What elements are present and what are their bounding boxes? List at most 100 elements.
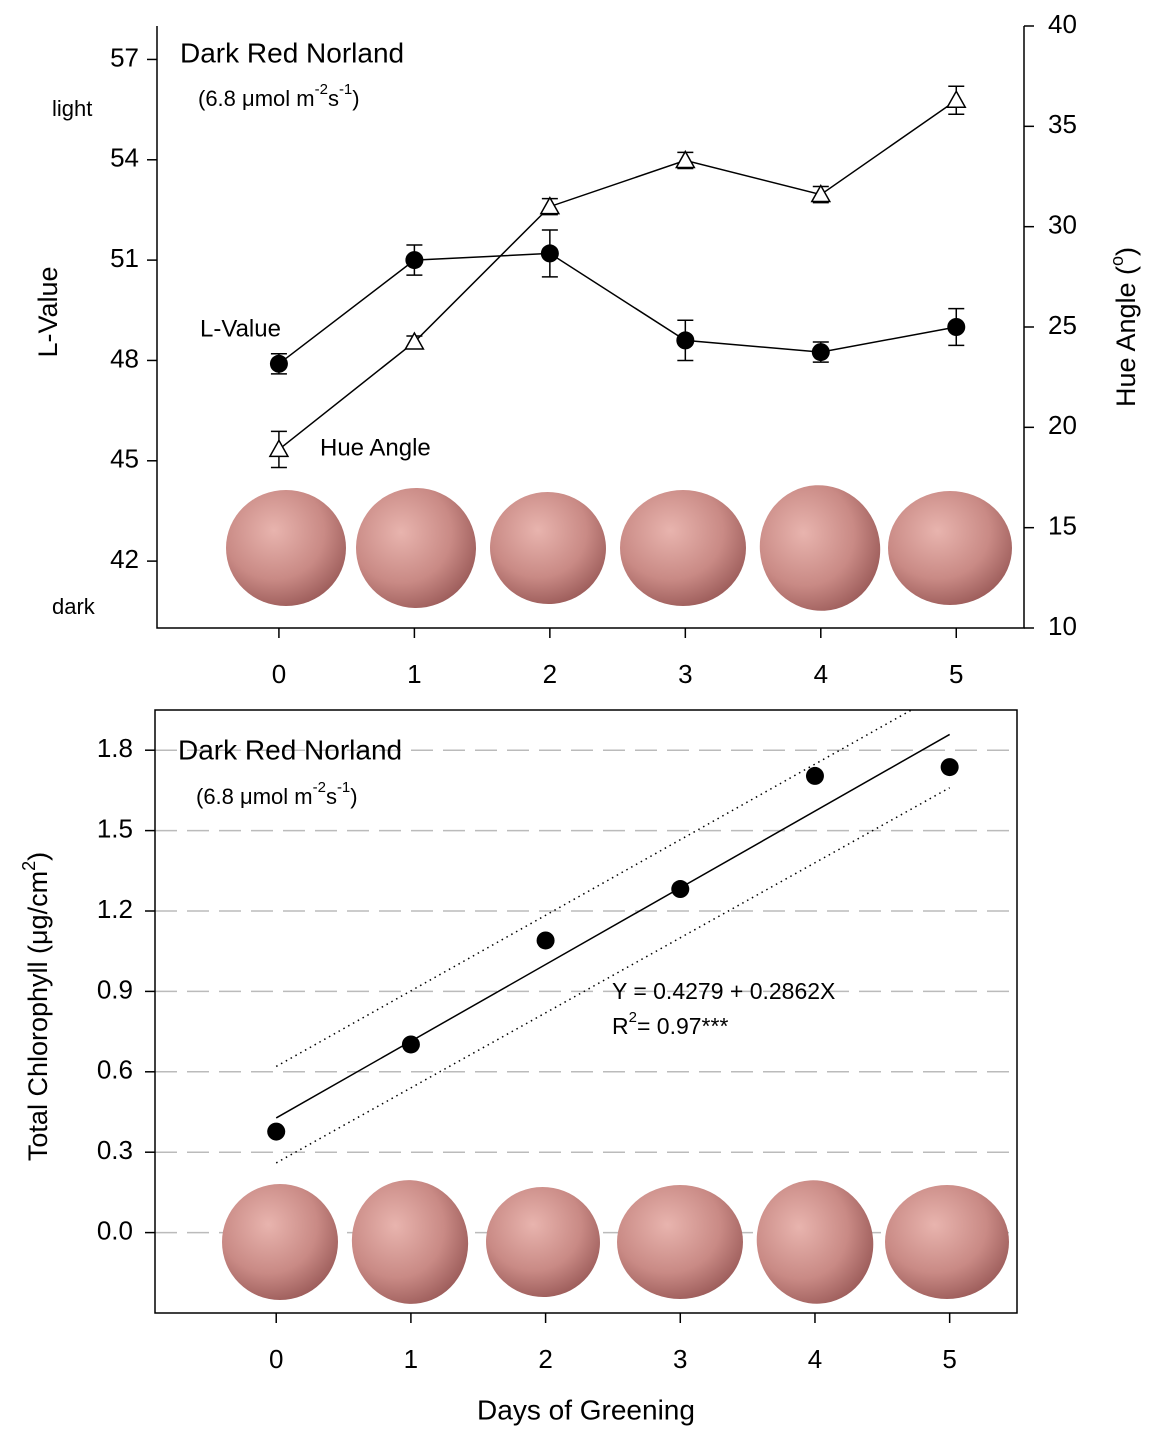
data-point	[267, 1122, 286, 1141]
y-axis-label: Total Chlorophyll (μg/cm2)	[19, 852, 53, 1161]
chart-subtitle-part: s	[326, 784, 337, 809]
x-tick-label: 1	[404, 1344, 418, 1374]
potato-image	[351, 1180, 469, 1304]
r-squared-part: = 0.97***	[637, 1013, 728, 1039]
y2-axis-label-part: o	[1107, 256, 1127, 266]
r-squared: R2= 0.97***	[612, 1009, 728, 1039]
regression-line	[275, 733, 951, 1119]
x-tick-label: 0	[272, 659, 286, 689]
data-point	[947, 318, 966, 336]
r-squared-part: R	[612, 1013, 629, 1039]
y2-tick-label: 10	[1048, 611, 1077, 641]
y-axis-label-part: )	[23, 852, 53, 861]
data-point	[810, 184, 832, 203]
chart-subtitle-part: -2	[315, 81, 328, 98]
x-tick-label: 5	[942, 1344, 956, 1374]
x-tick-label: 3	[678, 659, 692, 689]
confidence-band	[275, 710, 913, 1068]
potato-image	[620, 490, 746, 606]
y2-axis-label: Hue Angle (o)	[1107, 247, 1141, 407]
data-point	[940, 758, 959, 777]
y-axis-label-part: Total Chlorophyll (μg/cm	[23, 871, 53, 1161]
chart-subtitle: (6.8 μmol m-2s-1)	[198, 81, 360, 111]
data-point	[540, 244, 559, 263]
potato-image	[356, 488, 476, 608]
y-tick-label: 57	[110, 42, 139, 72]
chart-subtitle-part: -1	[339, 81, 352, 98]
y-tick-label: 51	[110, 243, 139, 273]
x-tick-label: 2	[538, 1344, 552, 1374]
y-axis-label: L-Value	[33, 266, 63, 357]
y-tick-label: 48	[110, 343, 139, 373]
x-axis-label: Days of Greening	[477, 1394, 695, 1425]
y2-tick-label: 20	[1048, 410, 1077, 440]
equation: Y = 0.4279 + 0.2862X	[612, 978, 835, 1004]
y-axis-label-part: 2	[19, 861, 39, 871]
y2-tick-label: 15	[1048, 511, 1077, 541]
x-tick-label: 5	[949, 659, 963, 689]
y2-tick-label: 25	[1048, 310, 1077, 340]
y2-tick-label: 40	[1048, 9, 1077, 39]
y-tick-label: 0.9	[97, 974, 133, 1004]
series-line	[278, 99, 957, 450]
potato-image	[885, 1185, 1009, 1299]
chart-subtitle-part: s	[328, 86, 339, 111]
potato-image	[759, 485, 881, 611]
potato-image	[226, 490, 346, 606]
x-tick-label: 3	[673, 1344, 687, 1374]
y2-tick-label: 35	[1048, 109, 1077, 139]
y-tick-label: 0.3	[97, 1135, 133, 1165]
data-point	[404, 331, 425, 350]
data-point	[539, 196, 561, 215]
chart-subtitle-part: (6.8 μmol m	[198, 86, 315, 111]
data-point	[675, 149, 696, 169]
chart-title: Dark Red Norland	[180, 37, 404, 68]
data-point	[676, 331, 695, 350]
data-point	[536, 931, 555, 950]
chart-subtitle: (6.8 μmol m-2s-1)	[196, 779, 358, 809]
potato-image	[486, 1186, 600, 1298]
y2-axis-label-part: Hue Angle (	[1111, 266, 1141, 407]
annotation: light	[52, 96, 92, 121]
y-tick-label: 45	[110, 444, 139, 474]
potato-image	[888, 491, 1012, 605]
y-tick-label: 54	[110, 143, 139, 173]
y2-axis-label-part: )	[1111, 247, 1141, 256]
data-point	[405, 251, 424, 270]
series-label: L-Value	[200, 315, 281, 342]
x-tick-label: 0	[269, 1344, 283, 1374]
data-point	[268, 438, 290, 458]
y-tick-label: 1.5	[97, 813, 133, 843]
y-tick-label: 1.2	[97, 894, 133, 924]
confidence-band	[275, 787, 951, 1164]
y-tick-label: 1.8	[97, 733, 133, 763]
potato-image	[756, 1180, 874, 1304]
data-point	[401, 1035, 420, 1054]
y-tick-label: 0.0	[97, 1215, 133, 1245]
data-point	[811, 343, 830, 362]
r-squared-part: 2	[629, 1009, 637, 1026]
series-label: Hue Angle	[320, 434, 431, 461]
chart-subtitle-part: )	[352, 86, 359, 111]
chart-subtitle-part: -1	[337, 779, 350, 796]
y2-tick-label: 30	[1048, 210, 1077, 240]
y-tick-label: 42	[110, 544, 139, 574]
x-tick-label: 1	[407, 659, 421, 689]
x-tick-label: 4	[808, 1344, 822, 1374]
data-point	[805, 766, 824, 785]
chart-subtitle-part: (6.8 μmol m	[196, 784, 313, 809]
chart-subtitle-part: )	[350, 784, 357, 809]
plot-area	[275, 710, 951, 1164]
series-line	[278, 252, 957, 365]
potato-image	[617, 1185, 743, 1299]
y-tick-label: 0.6	[97, 1055, 133, 1085]
annotation: dark	[52, 594, 96, 619]
plot-frame	[154, 709, 1018, 1314]
chart-title: Dark Red Norland	[178, 734, 402, 765]
chart-subtitle-part: -2	[313, 779, 326, 796]
data-point	[671, 880, 690, 899]
potato-image	[222, 1184, 338, 1300]
x-tick-label: 2	[543, 659, 557, 689]
data-point	[269, 354, 288, 373]
